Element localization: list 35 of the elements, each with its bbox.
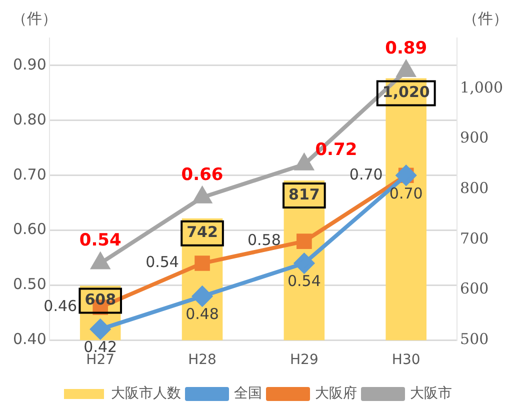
x-tick-label: H30	[392, 352, 420, 368]
data-label: 0.54	[79, 230, 122, 251]
y-axis-title: （件）	[12, 9, 57, 28]
data-label: 0.70	[389, 184, 423, 202]
data-label: 0.66	[181, 164, 224, 185]
y-tick-label: 0.50	[12, 275, 46, 294]
y-tick-label: 0.60	[12, 220, 46, 238]
y2-tick-label: 700	[460, 229, 489, 248]
x-tick-label: H28	[188, 352, 216, 368]
data-label: 608	[84, 290, 116, 309]
data-label: 0.58	[247, 231, 281, 250]
data-label: 0.89	[385, 38, 428, 58]
data-label: 817	[288, 185, 320, 204]
data-label: 0.48	[186, 305, 219, 324]
data-label: 0.54	[146, 253, 179, 272]
y2-tick-label: 800	[460, 178, 489, 197]
data-label: 0.70	[349, 165, 383, 184]
y2-tick-label: 500	[460, 330, 489, 348]
y2-tick-label: 600	[460, 280, 489, 298]
legend-label: 全国	[234, 386, 262, 402]
data-label: 742	[186, 223, 218, 242]
data-label: 0.46	[44, 297, 78, 316]
legend-label: 大阪市	[410, 386, 452, 402]
data-label: 0.54	[287, 272, 321, 290]
x-tick-label: H29	[290, 352, 318, 368]
y2-tick-label: 1,000	[460, 78, 504, 96]
y2-tick-label: 900	[460, 128, 489, 147]
legend-label: 大阪府	[315, 386, 357, 402]
y2-axis-title: （件）	[463, 9, 508, 28]
y-tick-label: 0.70	[12, 165, 46, 184]
legend-label: 大阪市人数	[111, 386, 181, 402]
y-tick-label: 0.90	[12, 55, 46, 74]
data-label: 0.72	[315, 140, 358, 160]
y-tick-label: 0.40	[12, 330, 46, 348]
y-tick-label: 0.80	[12, 110, 46, 128]
